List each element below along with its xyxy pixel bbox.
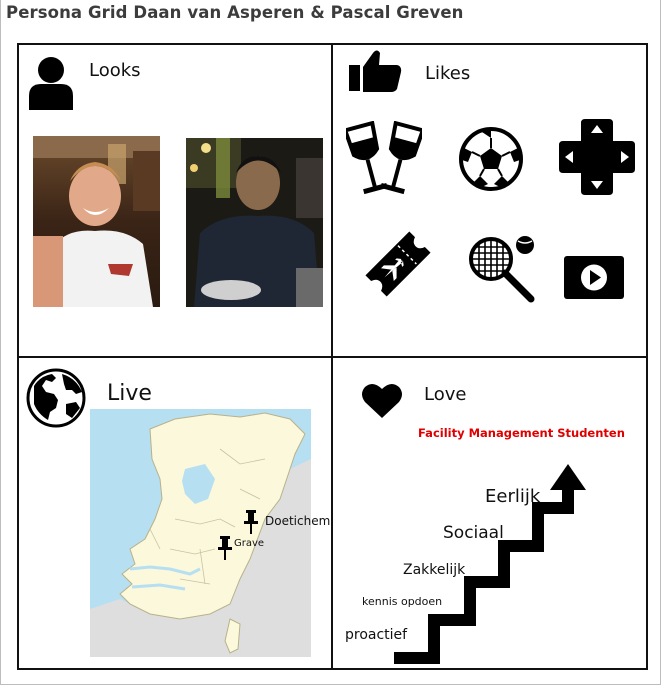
globe-icon — [26, 368, 86, 428]
step-zakkelijk: Zakkelijk — [403, 562, 466, 578]
heart-icon — [362, 383, 402, 418]
map-pin-icon — [244, 510, 258, 534]
soccer-ball-icon — [459, 127, 523, 191]
person-icon — [29, 57, 73, 110]
pin-label-grave: Grave — [234, 538, 265, 549]
love-subtitle: Facility Management Studenten — [418, 426, 625, 440]
step-kennis-opdoen: kennis opdoen — [362, 595, 443, 608]
grid-horizontal-divider — [17, 356, 648, 358]
pin-label-doetichem: Doetichem — [265, 514, 331, 528]
photo-pascal — [186, 138, 323, 307]
staircase-arrow-icon — [394, 464, 586, 664]
page-title: Persona Grid Daan van Asperen & Pascal G… — [6, 3, 464, 22]
step-proactief: proactief — [345, 627, 408, 643]
photo-daan — [33, 136, 160, 307]
live-label: Live — [107, 381, 152, 406]
plane-ticket-icon — [365, 231, 431, 297]
love-label: Love — [424, 384, 467, 405]
step-eerlijk: Eerlijk — [485, 486, 541, 507]
map-pin-icon — [218, 536, 232, 560]
gamepad-icon — [559, 119, 635, 195]
video-play-icon — [564, 256, 624, 299]
thumbs-up-icon — [349, 50, 402, 92]
tennis-icon — [469, 236, 535, 303]
likes-label: Likes — [425, 63, 471, 84]
step-sociaal: Sociaal — [443, 523, 504, 543]
netherlands-map — [90, 409, 311, 657]
looks-label: Looks — [89, 60, 141, 81]
wine-glasses-icon — [346, 121, 422, 195]
